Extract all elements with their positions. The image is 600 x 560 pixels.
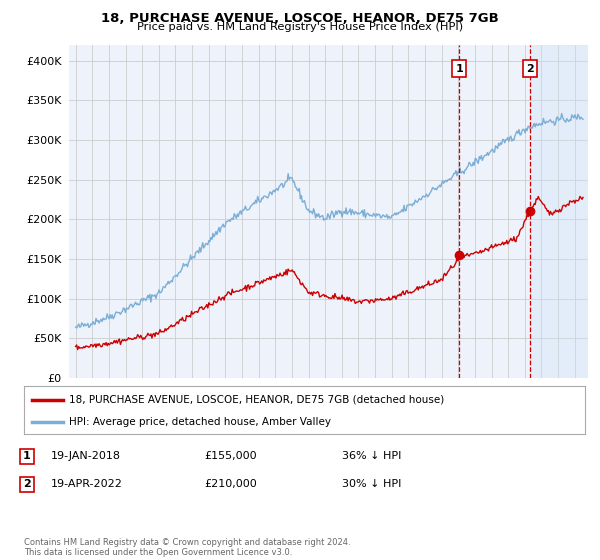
Text: Price paid vs. HM Land Registry's House Price Index (HPI): Price paid vs. HM Land Registry's House …	[137, 22, 463, 32]
Text: 1: 1	[455, 64, 463, 73]
Text: 18, PURCHASE AVENUE, LOSCOE, HEANOR, DE75 7GB: 18, PURCHASE AVENUE, LOSCOE, HEANOR, DE7…	[101, 12, 499, 25]
Text: 1: 1	[23, 451, 31, 461]
Bar	[530, 45, 588, 378]
Text: HPI: Average price, detached house, Amber Valley: HPI: Average price, detached house, Ambe…	[69, 417, 331, 427]
Text: Contains HM Land Registry data © Crown copyright and database right 2024.
This d: Contains HM Land Registry data © Crown c…	[24, 538, 350, 557]
Text: 2: 2	[23, 479, 31, 489]
Text: 18, PURCHASE AVENUE, LOSCOE, HEANOR, DE75 7GB (detached house): 18, PURCHASE AVENUE, LOSCOE, HEANOR, DE7…	[69, 395, 444, 405]
Text: £210,000: £210,000	[204, 479, 257, 489]
Text: 19-JAN-2018: 19-JAN-2018	[51, 451, 121, 461]
Text: 2: 2	[526, 64, 533, 73]
Text: £155,000: £155,000	[204, 451, 257, 461]
Text: 19-APR-2022: 19-APR-2022	[51, 479, 123, 489]
Text: 30% ↓ HPI: 30% ↓ HPI	[342, 479, 401, 489]
Text: 36% ↓ HPI: 36% ↓ HPI	[342, 451, 401, 461]
